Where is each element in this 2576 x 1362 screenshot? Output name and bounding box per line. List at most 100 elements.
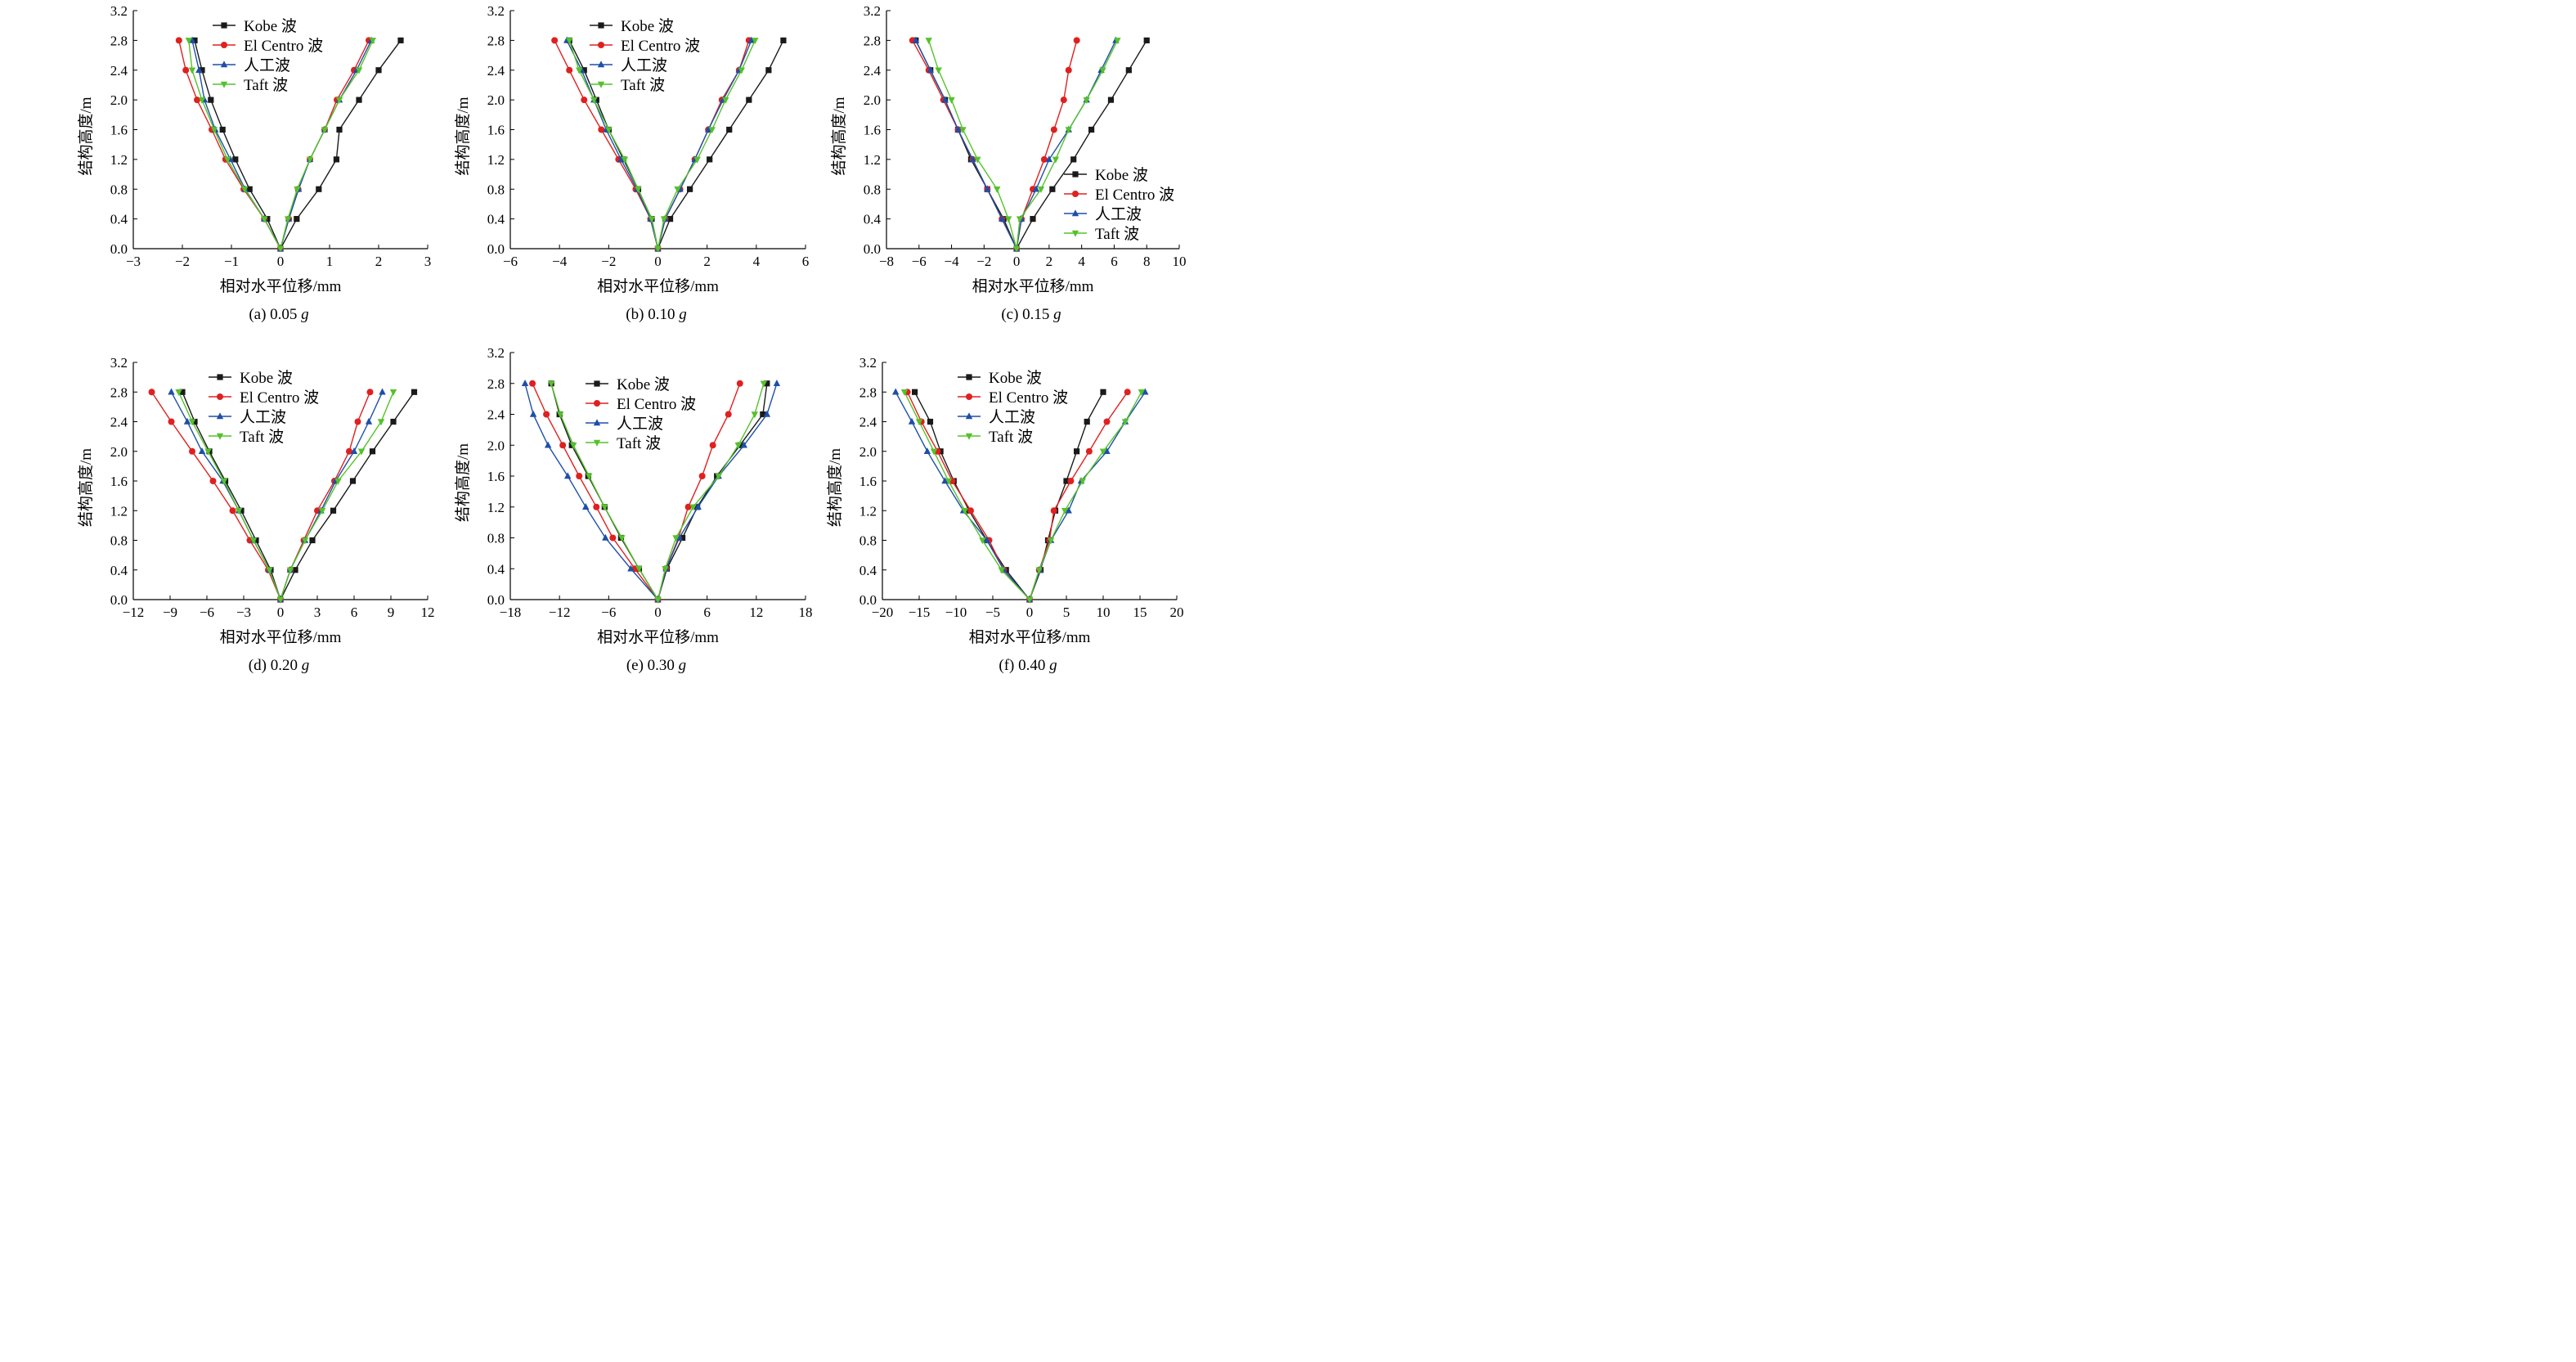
x-tick-label: −4 (945, 254, 960, 269)
y-tick-label: 3.2 (487, 345, 505, 361)
data-point-taft (198, 97, 206, 104)
data-point-taft (1121, 419, 1129, 426)
x-tick-label: 6 (1111, 254, 1118, 269)
data-point-artificial (563, 472, 572, 479)
data-point-taft (1025, 596, 1034, 604)
data-point-taft (734, 443, 742, 450)
data-point-kobe (349, 478, 357, 484)
x-tick-label: 10 (1097, 605, 1111, 620)
data-point-taft (751, 411, 759, 419)
y-tick-label: 2.0 (487, 438, 505, 453)
x-tick-label: −12 (123, 605, 145, 620)
y-tick-label: 2.4 (864, 63, 882, 79)
data-point-elcentro (148, 389, 155, 396)
y-tick-label: 2.8 (864, 33, 881, 48)
data-point-kobe (333, 156, 339, 163)
x-tick-label: 3 (314, 605, 321, 620)
data-point-taft (335, 97, 343, 104)
legend-marker-taft (965, 433, 973, 440)
data-point-elcentro (1050, 126, 1057, 133)
data-point-taft (188, 419, 196, 426)
data-point-artificial (954, 125, 962, 133)
legend-label-taft: Taft 波 (244, 76, 288, 94)
y-axis-label: 结构高度/m (454, 97, 472, 175)
data-point-kobe (764, 380, 770, 387)
x-tick-label: −15 (909, 605, 931, 620)
data-point-taft (722, 97, 729, 104)
x-tick-label: −12 (549, 605, 571, 620)
data-point-kobe (666, 216, 674, 223)
legend-marker-taft (220, 81, 228, 88)
data-point-kobe (330, 507, 337, 514)
data-point-artificial (183, 417, 191, 425)
data-point-taft (998, 567, 1005, 574)
data-point-taft (1065, 127, 1072, 134)
x-tick-label: −1 (224, 254, 239, 269)
x-tick-label: 0 (1026, 605, 1034, 620)
x-tick-label: 20 (1170, 605, 1184, 620)
data-point-kobe (1030, 216, 1036, 223)
data-point-taft (1037, 187, 1045, 194)
data-point-elcentro (194, 97, 200, 104)
data-point-taft (1047, 537, 1055, 545)
x-tick-label: −2 (976, 254, 991, 269)
x-tick-label: −20 (872, 605, 894, 620)
y-tick-label: 2.8 (110, 33, 128, 48)
data-point-artificial (923, 447, 931, 454)
data-point-taft (974, 156, 981, 164)
data-point-elcentro (593, 503, 600, 510)
x-axis-label: 相对水平位移/mm (597, 277, 719, 295)
data-point-taft (294, 187, 301, 194)
y-tick-label: 1.2 (110, 503, 128, 519)
panel-subtitle: (f) 0.40 g (999, 657, 1057, 674)
data-point-kobe (912, 389, 918, 395)
legend-marker-kobe (217, 374, 223, 380)
legend-label-taft: Taft 波 (240, 428, 284, 446)
data-point-kobe (760, 411, 766, 418)
x-tick-label: 6 (351, 605, 358, 620)
data-point-elcentro (1073, 37, 1080, 44)
data-point-kobe (375, 67, 382, 74)
y-axis-label: 结构高度/m (77, 97, 95, 175)
data-point-artificial (1045, 155, 1053, 163)
x-tick-label: 2 (375, 254, 383, 269)
series-line-elcentro (912, 40, 1078, 251)
panel-subtitle: (b) 0.10 g (626, 306, 686, 323)
x-tick-label: −3 (236, 605, 251, 620)
legend-label-artificial: 人工波 (1095, 205, 1142, 223)
data-point-taft (301, 537, 309, 545)
legend-marker-artificial (220, 61, 228, 68)
data-point-elcentro (576, 473, 583, 479)
data-point-kobe (191, 37, 198, 43)
x-tick-label: −6 (912, 254, 927, 269)
y-tick-label: 0.4 (487, 561, 505, 577)
y-tick-label: 2.8 (859, 384, 877, 400)
x-tick-label: 5 (1063, 605, 1070, 620)
data-point-taft (660, 216, 668, 223)
data-point-artificial (195, 65, 203, 73)
legend-marker-taft (597, 81, 605, 88)
data-point-elcentro (551, 37, 559, 44)
data-point-taft (961, 508, 968, 515)
legend-label-elcentro: El Centro 波 (1095, 186, 1174, 204)
y-tick-label: 1.2 (864, 152, 881, 168)
x-tick-label: −10 (945, 605, 967, 620)
data-point-taft (1099, 67, 1106, 74)
data-point-artificial (912, 36, 919, 43)
data-point-artificial (675, 533, 683, 541)
data-point-taft (994, 187, 1001, 194)
y-tick-label: 3.2 (487, 3, 505, 19)
data-point-artificial (602, 533, 609, 541)
x-tick-label: 18 (799, 605, 813, 620)
x-tick-label: 6 (802, 254, 810, 269)
data-point-taft (654, 596, 662, 604)
y-tick-label: 0.8 (487, 182, 505, 197)
data-point-taft (1079, 478, 1086, 485)
data-point-taft (1012, 245, 1021, 253)
panel-subtitle: (e) 0.30 g (626, 657, 686, 674)
data-point-artificial (627, 564, 635, 572)
data-point-artificial (892, 388, 900, 395)
